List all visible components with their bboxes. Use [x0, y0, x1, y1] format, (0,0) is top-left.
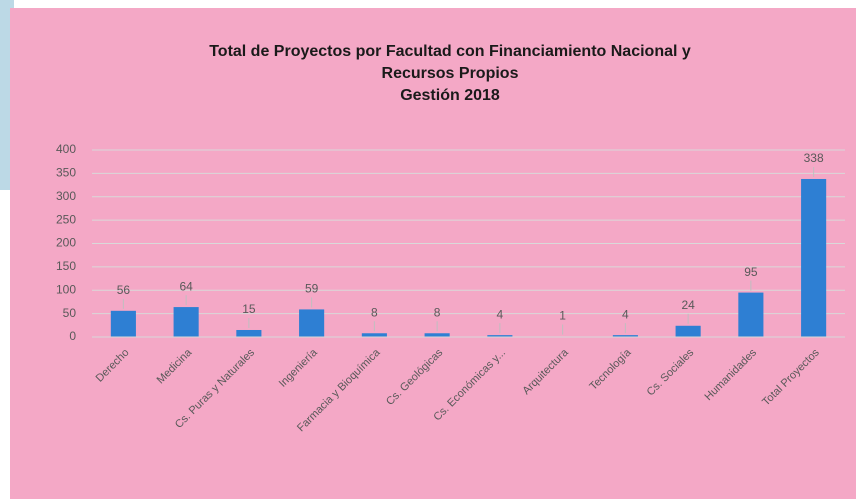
y-tick-label: 150 — [56, 259, 76, 273]
data-label: 4 — [622, 307, 629, 321]
data-label: 64 — [179, 279, 193, 293]
bar — [299, 309, 325, 337]
data-label: 24 — [681, 298, 695, 312]
y-tick-label: 250 — [56, 212, 76, 226]
chart-title: Recursos Propios — [382, 65, 519, 82]
data-label: 338 — [804, 151, 824, 165]
chart-title: Total de Proyectos por Facultad con Fina… — [209, 43, 691, 60]
bar — [675, 325, 701, 337]
bar — [612, 335, 638, 337]
chart-area — [10, 8, 856, 499]
y-tick-label: 300 — [56, 189, 76, 203]
bar — [738, 292, 764, 337]
y-tick-label: 200 — [56, 236, 76, 250]
bar — [110, 310, 136, 337]
data-label: 8 — [371, 305, 378, 319]
chart-title: Gestión 2018 — [400, 87, 500, 104]
y-tick-label: 350 — [56, 166, 76, 180]
data-label: 59 — [305, 282, 319, 296]
bar — [424, 333, 450, 337]
bar — [173, 307, 199, 337]
data-label: 95 — [744, 265, 758, 279]
bar — [361, 333, 387, 337]
data-label: 4 — [497, 307, 504, 321]
data-label: 56 — [117, 283, 131, 297]
bar — [487, 335, 513, 337]
y-tick-label: 400 — [56, 142, 76, 156]
data-label: 15 — [242, 302, 256, 316]
y-tick-label: 0 — [69, 329, 76, 343]
y-tick-label: 50 — [63, 306, 77, 320]
data-label: 8 — [434, 305, 441, 319]
data-label: 1 — [559, 309, 566, 323]
bar — [801, 178, 827, 337]
bar — [236, 329, 262, 337]
y-tick-label: 100 — [56, 282, 76, 296]
